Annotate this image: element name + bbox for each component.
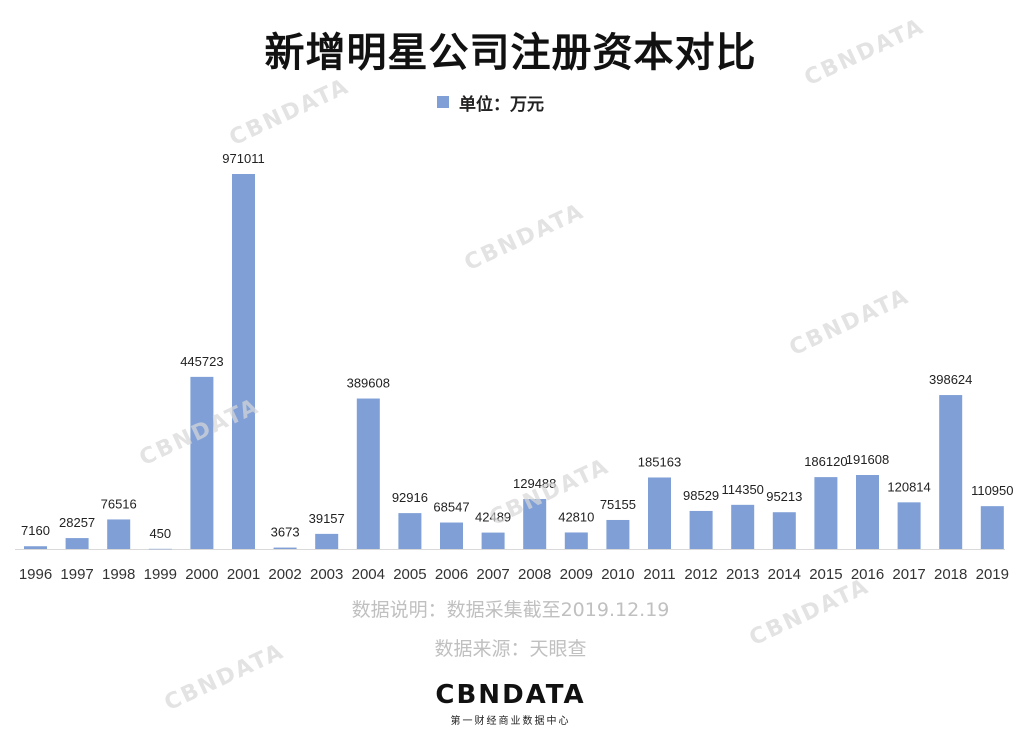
bar-2007 [481, 532, 505, 549]
bar-2015 [814, 477, 838, 549]
x-tick-2006: 2006 [435, 566, 468, 583]
x-tick-2017: 2017 [892, 566, 925, 583]
x-tick-1999: 1999 [144, 566, 177, 583]
bar-2001 [232, 174, 255, 549]
data-label-2017: 120814 [887, 479, 930, 494]
legend: 单位：万元 [437, 90, 544, 115]
data-label-2011: 185163 [638, 454, 681, 469]
x-tick-2013: 2013 [726, 566, 759, 583]
logo-sub-text: 第一财经商业数据中心 [450, 716, 571, 727]
data-label-2000: 445723 [180, 354, 223, 369]
data-label-2007: 42489 [475, 510, 511, 525]
bar-2016 [856, 475, 879, 549]
x-tick-2007: 2007 [476, 566, 509, 583]
legend-label: 单位：万元 [459, 94, 544, 115]
bar-2000 [190, 376, 214, 549]
data-label-2018: 398624 [929, 372, 972, 387]
bar-2010 [606, 519, 630, 549]
x-tick-2019: 2019 [976, 566, 1009, 583]
bar-1998 [107, 519, 131, 549]
bar-2008 [523, 498, 547, 549]
x-tick-2015: 2015 [809, 566, 842, 583]
data-label-2003: 39157 [309, 511, 345, 526]
logo-main-text: CBNDATA [435, 680, 586, 710]
data-label-2004: 389608 [347, 376, 390, 391]
x-tick-2014: 2014 [768, 566, 801, 583]
x-tick-2005: 2005 [393, 566, 426, 583]
data-label-2008: 129488 [513, 476, 556, 491]
bar-2006 [440, 522, 463, 549]
bar-2019 [980, 506, 1004, 549]
bar-2013 [731, 504, 755, 549]
data-note: 数据说明：数据采集截至2019.12.19 [351, 599, 670, 621]
bar-2002 [273, 547, 297, 549]
data-label-2001: 971011 [222, 151, 264, 166]
data-label-1998: 76516 [101, 496, 137, 511]
bar-2018 [939, 395, 963, 549]
data-label-2015: 186120 [804, 454, 847, 469]
bar-2012 [689, 510, 713, 549]
x-tick-2000: 2000 [185, 566, 218, 583]
bar-1997 [65, 538, 89, 549]
bar-1996 [24, 546, 47, 549]
data-label-2009: 42810 [558, 509, 594, 524]
data-label-2013: 114350 [721, 482, 763, 497]
data-label-1996: 7160 [21, 523, 50, 538]
bar-2009 [564, 532, 588, 549]
x-tick-2002: 2002 [268, 566, 301, 583]
x-tick-2009: 2009 [560, 566, 593, 583]
data-label-2012: 98529 [683, 488, 719, 503]
legend-swatch [437, 96, 449, 108]
bar-chart: 7160 1996 28257 1997 76516 1998 450 1999 445723 2… [15, 151, 1014, 583]
x-tick-2010: 2010 [601, 566, 634, 583]
chart-title: 新增明星公司注册资本对比 [264, 30, 757, 76]
data-label-2006: 68547 [433, 500, 469, 515]
bar-2017 [897, 502, 921, 549]
x-tick-2004: 2004 [352, 566, 385, 583]
x-tick-2012: 2012 [684, 566, 717, 583]
x-tick-1996: 1996 [19, 566, 52, 583]
x-tick-1997: 1997 [60, 566, 93, 583]
x-tick-2001: 2001 [227, 566, 260, 583]
x-tick-2008: 2008 [518, 566, 551, 583]
bar-2011 [648, 477, 671, 549]
data-label-1999: 450 [149, 526, 171, 541]
data-label-2014: 95213 [766, 489, 802, 504]
brand-logo: CBNDATA 第一财经商业数据中心 [0, 680, 1021, 727]
x-tick-2016: 2016 [851, 566, 884, 583]
x-tick-2003: 2003 [310, 566, 343, 583]
bar-2014 [772, 512, 796, 549]
bar-2004 [356, 398, 380, 549]
data-label-1997: 28257 [59, 515, 95, 530]
x-tick-1998: 1998 [102, 566, 135, 583]
x-tick-2011: 2011 [643, 566, 675, 583]
data-label-2016: 191608 [846, 452, 889, 467]
data-label-2002: 3673 [271, 525, 300, 540]
bar-2003 [315, 533, 339, 549]
data-label-2005: 92916 [392, 490, 428, 505]
data-label-2019: 110950 [971, 483, 1013, 498]
bar-2005 [398, 513, 422, 549]
bar-1999 [148, 548, 172, 550]
x-tick-2018: 2018 [934, 566, 967, 583]
data-label-2010: 75155 [600, 497, 636, 512]
data-source: 数据来源：天眼查 [434, 638, 587, 660]
